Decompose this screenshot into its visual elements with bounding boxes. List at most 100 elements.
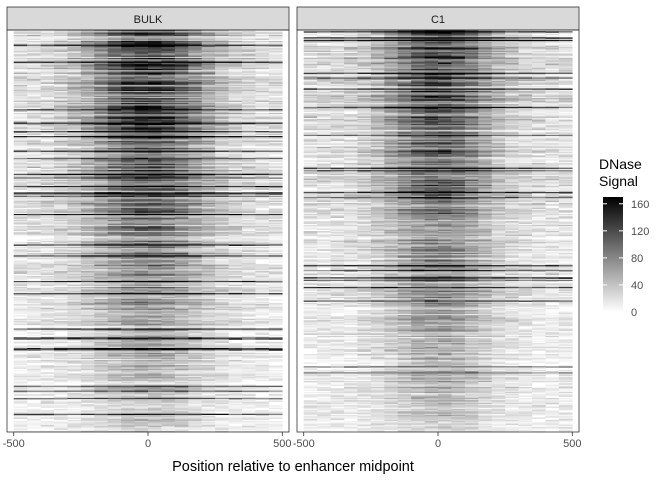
heatmap-cell — [201, 94, 216, 97]
heatmap-cell — [161, 67, 176, 70]
heatmap-cell — [107, 97, 122, 99]
heatmap-cell — [215, 65, 229, 67]
heatmap-cell — [161, 174, 176, 177]
heatmap-cell — [148, 99, 162, 102]
heatmap-cell — [107, 157, 122, 160]
heatmap-cell — [94, 92, 109, 94]
heatmap-cell — [67, 133, 82, 136]
heatmap-cell — [242, 70, 256, 72]
heatmap-cell — [188, 116, 203, 119]
heatmap-cell — [268, 55, 283, 58]
heatmap-cell — [13, 127, 28, 130]
heatmap-cell — [67, 61, 82, 64]
heatmap-cell — [134, 37, 149, 39]
heatmap-cell — [242, 315, 256, 317]
heatmap-cell — [174, 75, 189, 77]
heatmap-cell — [107, 146, 122, 149]
heatmap-cell — [27, 329, 41, 332]
heatmap-cell — [188, 89, 203, 92]
heatmap-cell — [40, 104, 55, 106]
heatmap-cell — [107, 144, 122, 147]
heatmap-cell — [188, 181, 203, 183]
heatmap-cell — [40, 153, 55, 155]
heatmap-cell — [148, 65, 162, 67]
heatmap-cell — [67, 94, 82, 97]
heatmap-cell — [268, 118, 283, 121]
heatmap-cell — [80, 105, 95, 108]
heatmap-cell — [215, 116, 229, 119]
heatmap-cell — [13, 116, 28, 119]
heatmap-cell — [54, 296, 68, 299]
heatmap-cell — [134, 64, 149, 66]
heatmap-cell — [80, 193, 95, 195]
heatmap-cell — [134, 106, 149, 109]
heatmap-cell — [40, 193, 55, 195]
heatmap-cell — [255, 92, 270, 94]
heatmap-cell — [80, 61, 95, 64]
heatmap-cell — [27, 109, 41, 111]
heatmap-cell — [201, 166, 216, 169]
heatmap-cell — [27, 127, 41, 130]
heatmap-cell — [174, 82, 189, 84]
heatmap-cell — [67, 183, 82, 186]
heatmap-cell — [255, 299, 270, 301]
heatmap-cell — [215, 112, 229, 115]
heatmap-cell — [201, 153, 216, 155]
heatmap-cell — [188, 50, 203, 53]
heatmap-cell — [13, 82, 28, 84]
heatmap-cell — [215, 33, 229, 36]
heatmap-cell — [54, 148, 68, 150]
heatmap-cell — [215, 123, 229, 126]
heatmap-cell — [255, 142, 270, 144]
heatmap-cell — [107, 165, 122, 167]
heatmap-cell — [148, 192, 162, 194]
heatmap-cell — [121, 99, 135, 102]
heatmap-cell — [54, 61, 68, 64]
heatmap-cell — [134, 143, 149, 145]
heatmap-cell — [67, 97, 82, 99]
heatmap-cell — [13, 31, 28, 33]
heatmap-cell — [54, 126, 68, 128]
heatmap-cell — [215, 84, 229, 87]
heatmap-cell — [67, 189, 82, 192]
heatmap-cell — [94, 68, 109, 71]
heatmap-cell — [107, 149, 122, 151]
heatmap-cell — [161, 73, 176, 76]
heatmap-cell — [242, 64, 256, 66]
heatmap-cell — [67, 112, 82, 115]
heatmap-cell — [188, 123, 203, 126]
heatmap-cell — [148, 68, 162, 71]
heatmap-cell — [188, 185, 203, 188]
heatmap-cell — [201, 168, 216, 171]
heatmap-cell — [174, 95, 189, 98]
heatmap-cell — [67, 125, 82, 127]
heatmap-cell — [201, 42, 216, 44]
heatmap-cell — [201, 111, 216, 114]
heatmap-cell — [268, 79, 283, 82]
heatmap-cell — [268, 49, 283, 52]
heatmap-cell — [121, 171, 135, 173]
heatmap-cell — [67, 121, 82, 123]
heatmap-cell — [215, 195, 229, 198]
heatmap-cell — [134, 73, 149, 76]
heatmap-cell — [188, 84, 203, 87]
heatmap-cell — [67, 89, 82, 92]
heatmap-cell — [228, 138, 243, 140]
heatmap-cell — [67, 150, 82, 153]
heatmap-cell — [161, 53, 176, 55]
heatmap-cell — [67, 103, 82, 105]
heatmap-cell — [148, 195, 162, 198]
heatmap-cell — [27, 44, 41, 47]
heatmap-cell — [27, 234, 41, 237]
heatmap-cell — [255, 60, 270, 63]
heatmap-cell — [134, 125, 149, 127]
heatmap-cell — [67, 75, 82, 77]
heatmap-cell — [188, 176, 203, 178]
heatmap-cell — [215, 76, 229, 78]
heatmap-cell — [188, 101, 203, 104]
heatmap-cell — [27, 164, 41, 166]
heatmap-cell — [67, 179, 82, 182]
heatmap-cell — [215, 151, 229, 154]
heatmap-cell — [268, 133, 283, 136]
heatmap-cell — [134, 134, 149, 137]
